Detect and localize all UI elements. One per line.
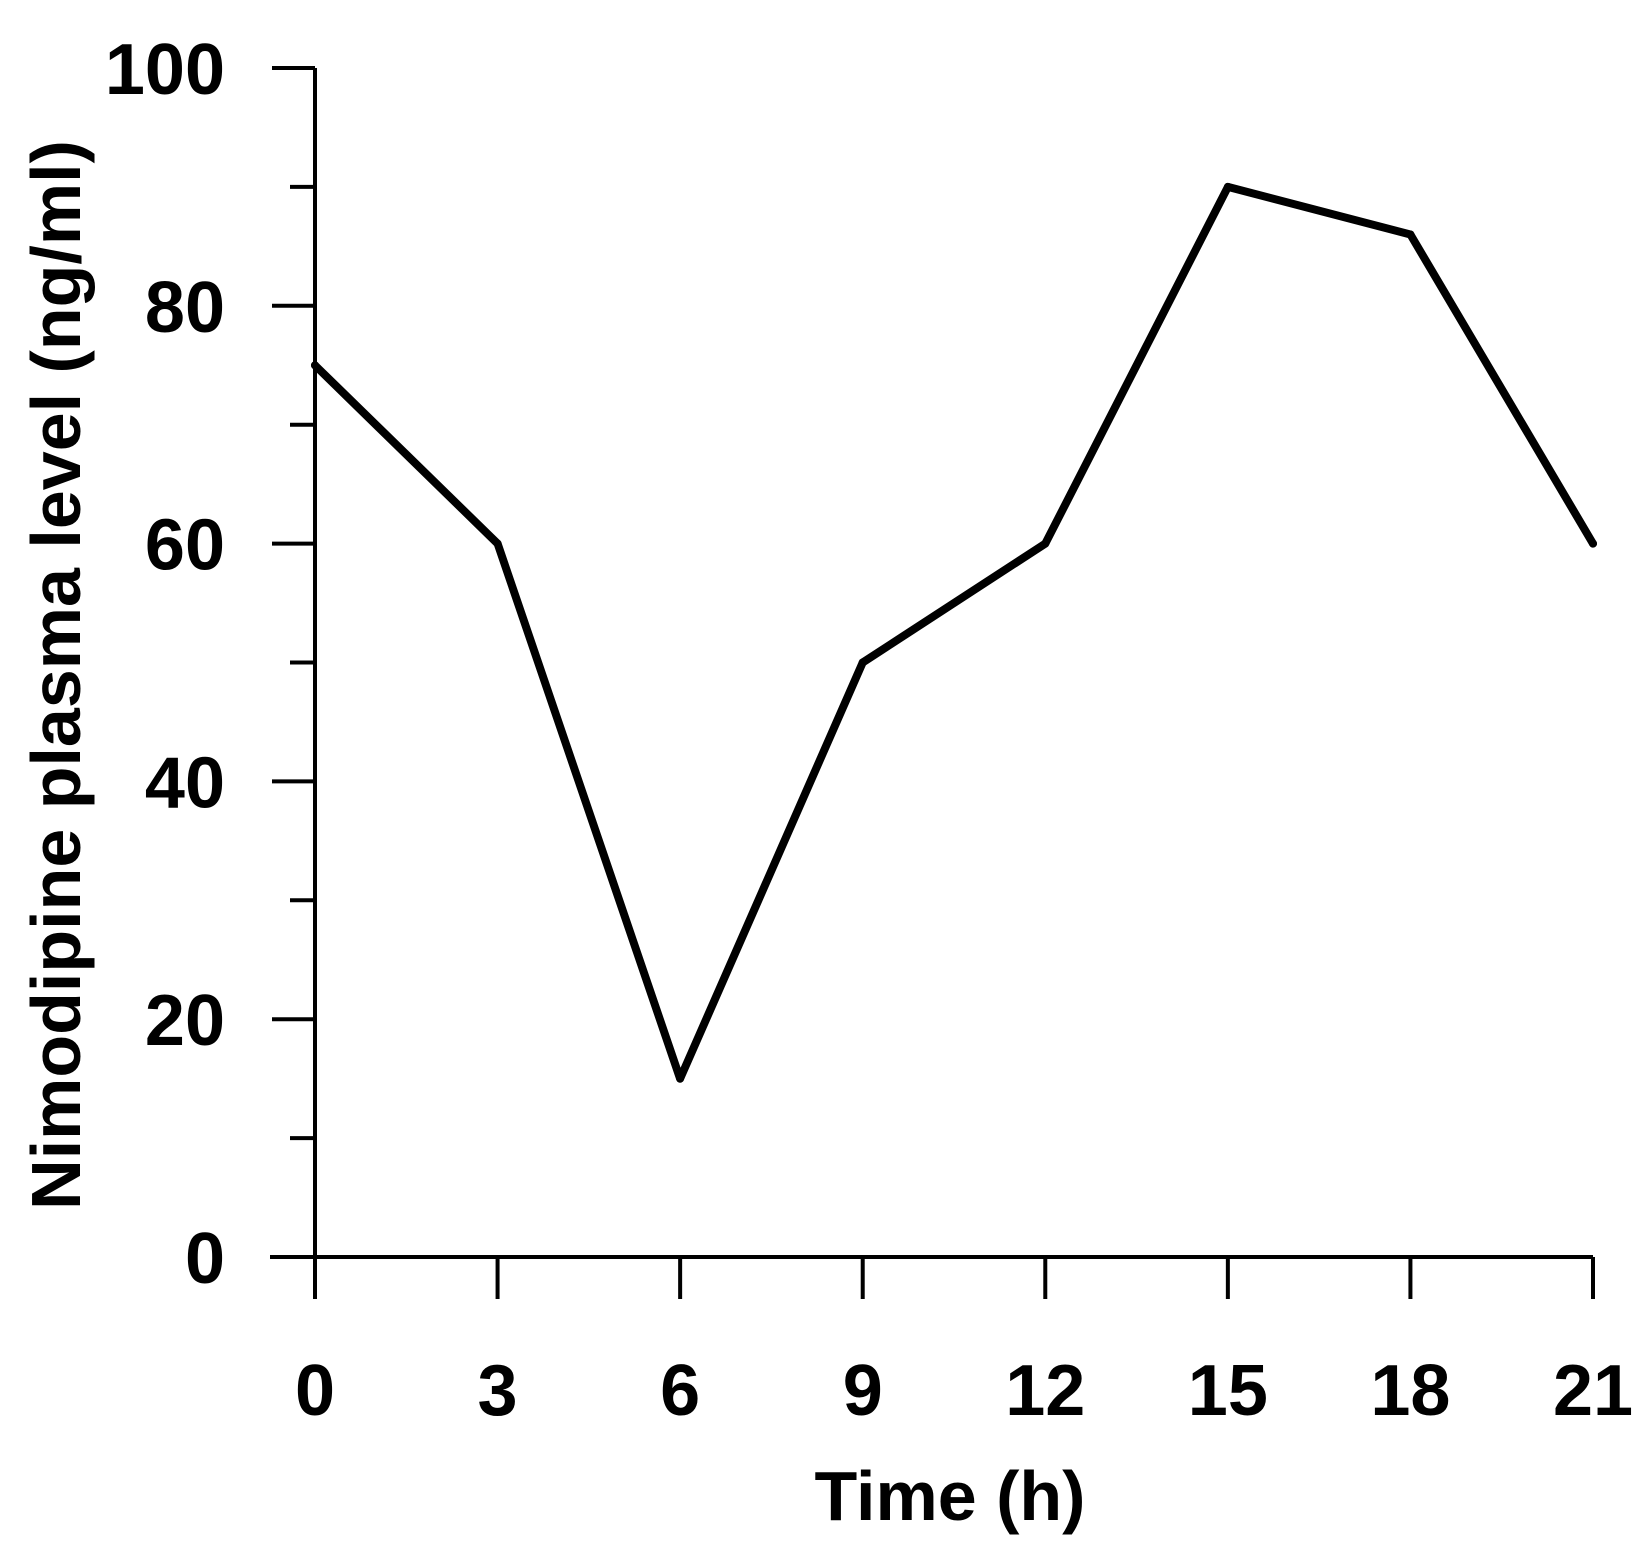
x-tick-label: 21 <box>1553 1351 1633 1431</box>
data-point <box>676 1074 685 1083</box>
x-tick-label: 0 <box>295 1351 335 1431</box>
x-ticks: 0 3 6 9 12 15 18 21 <box>295 1257 1633 1431</box>
axes <box>270 68 1593 1259</box>
data-point <box>858 658 867 667</box>
y-tick-label: 40 <box>145 743 225 823</box>
y-tick-label: 80 <box>145 268 225 348</box>
data-point <box>1406 230 1415 239</box>
data-point <box>493 539 502 548</box>
series-line <box>311 182 1597 1083</box>
series-layer <box>311 182 1597 1083</box>
x-tick-label: 3 <box>478 1351 518 1431</box>
data-point <box>311 361 319 370</box>
x-tick-label: 18 <box>1370 1351 1450 1431</box>
x-tick-label: 15 <box>1188 1351 1268 1431</box>
x-axis-title: Time (h) <box>815 1457 1086 1535</box>
y-tick-label: 60 <box>145 506 225 586</box>
y-tick-label: 100 <box>105 30 225 110</box>
y-tick-label: 0 <box>185 1219 225 1299</box>
x-tick-label: 6 <box>660 1351 700 1431</box>
data-point <box>1589 539 1597 548</box>
y-ticks: 0 20 40 60 80 100 <box>105 30 315 1299</box>
y-tick-label: 20 <box>145 981 225 1061</box>
data-point <box>1041 539 1050 548</box>
data-point <box>1223 182 1232 191</box>
y-axis-title: Nimodipine plasma level (ng/ml) <box>17 140 95 1210</box>
x-tick-label: 9 <box>843 1351 883 1431</box>
x-tick-label: 12 <box>1005 1351 1085 1431</box>
